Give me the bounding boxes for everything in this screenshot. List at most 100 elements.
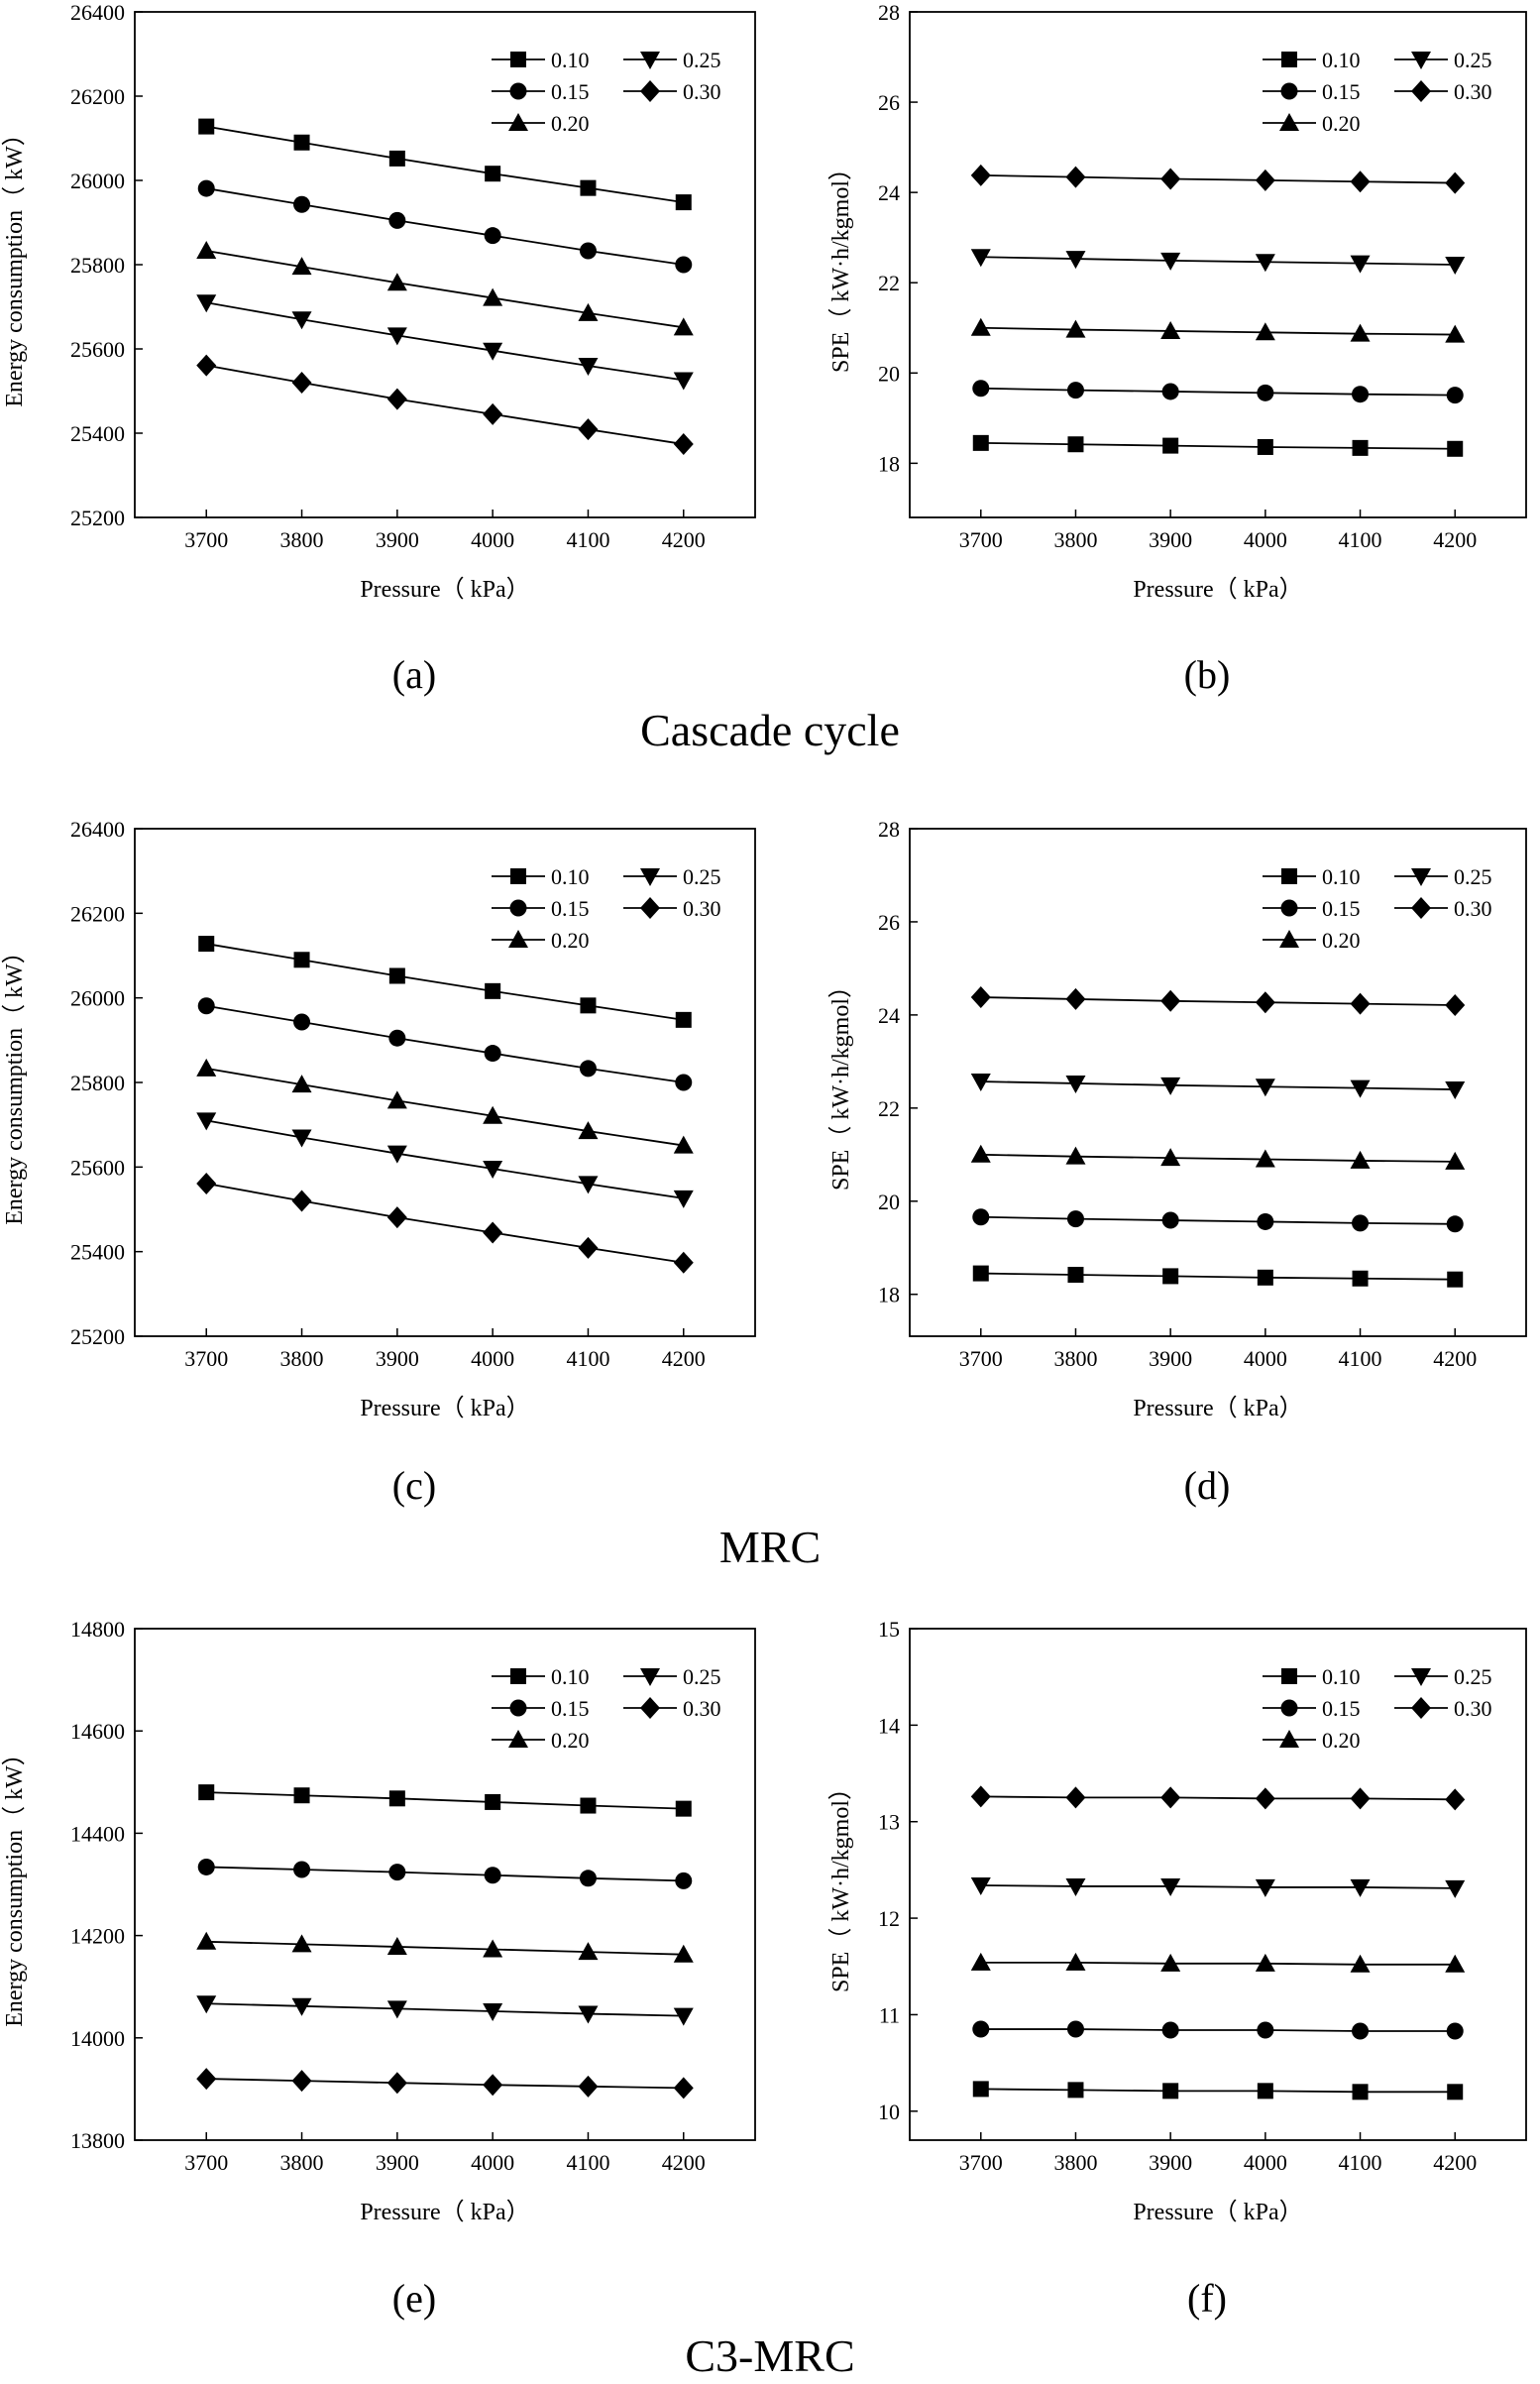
y-tick-label: 15 [878,1617,900,1642]
data-point-0.10 [676,194,692,210]
data-point-0.30 [196,1173,216,1194]
panel-label: (b) [1184,652,1231,697]
data-point-0.10 [1258,439,1273,455]
legend-label: 0.25 [683,864,721,889]
legend-label: 0.20 [1322,111,1361,136]
x-tick-label: 3700 [959,2150,1003,2175]
data-point-0.15 [485,1867,501,1883]
data-point-0.15 [1352,1214,1369,1231]
legend-marker-0.20 [508,113,528,131]
data-point-0.10 [198,936,214,952]
data-point-0.15 [1257,1213,1273,1230]
data-point-0.10 [1162,438,1178,454]
data-point-0.10 [973,435,989,451]
data-point-0.10 [294,1787,310,1803]
data-point-0.30 [674,433,694,455]
legend-label: 0.15 [1322,79,1361,104]
series-line-0.30 [981,997,1455,1005]
x-tick-label: 3900 [1149,1346,1192,1371]
legend-marker-0.20 [1279,930,1299,948]
y-tick-label: 14600 [70,1719,125,1744]
data-point-0.15 [198,1859,215,1875]
data-point-0.30 [1256,1787,1275,1809]
data-point-0.30 [1065,1786,1085,1808]
data-point-0.30 [578,1237,598,1259]
group-title-mrc: MRC [719,1522,821,1572]
y-tick-label: 14200 [70,1924,125,1949]
legend-label: 0.20 [551,111,590,136]
data-point-0.10 [485,166,500,181]
series-line-0.30 [206,1184,684,1263]
x-tick-label: 3800 [280,527,324,552]
data-point-0.10 [485,1794,500,1810]
x-tick-label: 3800 [280,2150,324,2175]
data-point-0.25 [1065,1878,1085,1896]
data-point-0.10 [1353,2084,1369,2100]
chart-panel-e: 3700 3800 3900 4000 4100 42001380014000142001… [2,1617,755,2321]
data-point-0.10 [1067,2082,1083,2098]
data-point-0.10 [485,983,500,999]
y-axis-title: SPE（ kW·h/kgmol） [828,974,854,1191]
series-line-0.30 [981,1796,1455,1799]
x-tick-label: 4100 [566,1346,609,1371]
legend-marker-0.30 [640,1697,660,1719]
group-title-cascade: Cascade cycle [640,705,900,755]
legend-marker-0.30 [1411,897,1431,919]
data-point-0.10 [1447,1272,1463,1288]
legend-marker-0.20 [508,930,528,948]
series-line-0.30 [981,175,1455,183]
data-point-0.25 [1351,1879,1371,1897]
legend-label: 0.15 [1322,1696,1361,1721]
data-point-0.20 [971,1953,991,1971]
x-axis-title: Pressure（ kPa） [360,1396,529,1421]
series-line-0.25 [206,1120,684,1198]
y-tick-label: 24 [878,1003,900,1028]
y-tick-label: 12 [878,1906,900,1931]
y-tick-label: 22 [878,1096,900,1121]
x-tick-label: 3900 [1149,2150,1192,2175]
data-point-0.10 [580,180,596,196]
chart-panel-a: 3700 3800 3900 4000 4100 4200 25200 25400 25600 2… [2,0,755,697]
data-point-0.10 [389,1790,405,1806]
legend-marker-0.25 [640,52,660,69]
data-point-0.30 [292,2070,312,2092]
data-point-0.20 [1256,1954,1275,1972]
series-line-0.10 [981,443,1455,449]
y-axis-title: Energy consumption（ kW） [2,122,28,407]
data-point-0.10 [1162,2083,1178,2099]
legend-marker-0.30 [640,897,660,919]
data-point-0.30 [292,372,312,394]
series-line-0.15 [206,188,684,265]
data-point-0.10 [389,151,405,167]
x-tick-label: 3700 [959,1346,1003,1371]
legend-label: 0.15 [551,79,590,104]
y-tick-label: 24 [878,180,900,205]
series-line-0.20 [981,1963,1455,1965]
x-tick-label: 3900 [376,2150,419,2175]
data-point-0.15 [972,380,989,397]
legend-label: 0.20 [551,928,590,953]
data-point-0.30 [1445,172,1465,194]
data-point-0.30 [674,1252,694,1274]
x-tick-label: 4100 [1339,2150,1382,2175]
legend-marker-0.30 [1411,1697,1431,1719]
data-point-0.15 [580,242,597,259]
x-axis-title: Pressure（ kPa） [1133,1396,1302,1421]
data-point-0.30 [292,1190,312,1211]
legend-marker-0.25 [640,868,660,886]
data-point-0.10 [676,1012,692,1028]
data-point-0.15 [1162,383,1179,399]
data-point-0.25 [971,1877,991,1895]
data-point-0.30 [578,418,598,440]
x-axis-title: Pressure（ kPa） [1133,577,1302,603]
series-line-0.15 [981,2029,1455,2031]
data-point-0.30 [971,1785,991,1807]
data-point-0.10 [198,119,214,135]
x-tick-label: 4200 [662,1346,706,1371]
y-tick-label: 13 [878,1810,900,1835]
y-tick-label: 26200 [70,901,125,926]
legend-marker-0.30 [640,80,660,102]
series-line-0.25 [206,302,684,380]
legend-label: 0.25 [683,1664,721,1689]
x-tick-label: 4000 [471,2150,514,2175]
